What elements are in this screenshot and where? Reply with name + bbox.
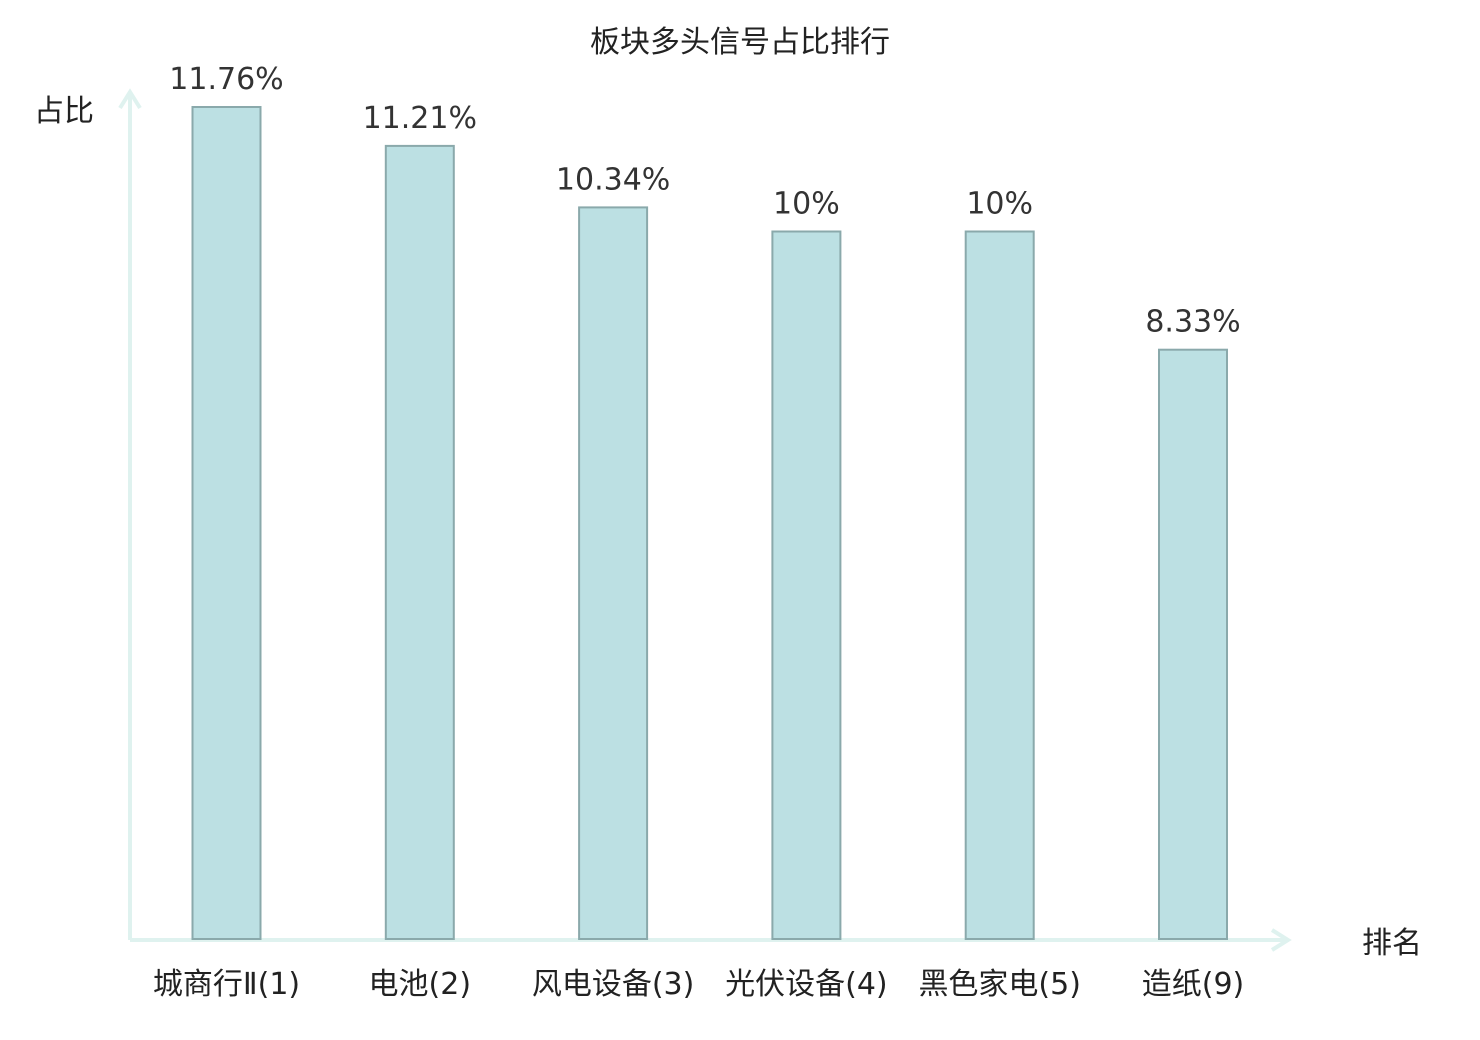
category-label: 城商行Ⅱ(1)	[153, 967, 300, 1002]
bar-value-label: 10%	[966, 187, 1033, 222]
category-label: 黑色家电(5)	[918, 967, 1081, 1002]
y-axis-label: 占比	[34, 94, 94, 129]
bar	[1158, 348, 1228, 940]
bar-value-label: 10.34%	[556, 162, 670, 197]
category-label: 风电设备(3)	[532, 967, 695, 1002]
bar	[578, 206, 649, 940]
bar-value-label: 11.21%	[363, 101, 477, 136]
category-label: 造纸(9)	[1142, 967, 1245, 1002]
category-label: 电池(2)	[369, 967, 472, 1002]
bar-value-label: 11.76%	[169, 62, 283, 97]
category-label: 光伏设备(4)	[725, 967, 888, 1002]
bar	[191, 106, 262, 940]
bar-value-label: 8.33%	[1145, 305, 1240, 340]
bar	[964, 230, 1035, 940]
bar	[771, 230, 842, 940]
bar-value-label: 10%	[773, 187, 840, 222]
bars-layer: 11.76% 城商行Ⅱ(1) 11.21% 电池(2) 10.34% 风电设备(3) 10%…	[153, 62, 1244, 1002]
y-axis-arrow	[118, 88, 142, 110]
bar	[384, 144, 455, 940]
chart-title: 板块多头信号占比排行	[590, 25, 890, 60]
x-axis-arrow	[1270, 928, 1292, 952]
x-axis-label: 排名	[1362, 926, 1422, 961]
